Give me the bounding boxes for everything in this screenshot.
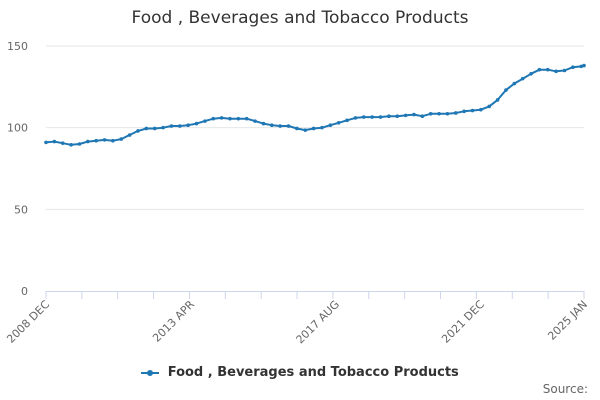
data-point: [387, 114, 391, 119]
series-layer: [44, 63, 586, 147]
data-point: [479, 107, 483, 112]
data-point: [428, 111, 433, 116]
data-point: [462, 109, 466, 114]
data-point: [403, 113, 408, 118]
data-point: [336, 120, 341, 125]
data-point: [504, 88, 508, 92]
x-tick-label: 2013 APR: [150, 298, 197, 345]
data-point: [487, 104, 492, 109]
data-point: [412, 112, 416, 117]
data-point: [111, 138, 115, 143]
x-tick-label: 2008 DEC: [4, 298, 52, 346]
data-point: [86, 139, 90, 144]
data-point: [144, 126, 149, 131]
data-point: [361, 115, 366, 119]
x-tick-label: 2017 AUG: [294, 298, 343, 347]
data-point: [529, 71, 533, 76]
data-point: [152, 126, 157, 131]
data-point: [136, 129, 140, 133]
data-point: [161, 125, 165, 130]
data-point: [169, 124, 174, 128]
data-point: [119, 137, 124, 141]
chart-title: Food , Beverages and Tobacco Products: [131, 8, 469, 28]
data-point: [286, 124, 291, 128]
data-point: [278, 124, 282, 128]
data-point: [211, 116, 216, 121]
data-point: [69, 143, 73, 147]
data-point: [470, 108, 475, 113]
data-point: [445, 111, 450, 116]
data-point: [353, 116, 358, 120]
data-point: [194, 121, 199, 126]
y-tick-label: 0: [21, 285, 28, 298]
data-point: [127, 133, 132, 137]
data-point: [420, 114, 425, 119]
data-point: [228, 116, 232, 121]
data-point: [437, 111, 441, 116]
data-point: [378, 115, 383, 119]
x-tick-label: 2025 JAN: [545, 298, 590, 343]
y-tick-label: 150: [7, 40, 28, 53]
data-point: [328, 123, 333, 128]
data-point: [303, 128, 308, 132]
data-point: [571, 65, 575, 70]
data-point: [495, 98, 500, 102]
data-point: [77, 142, 82, 146]
data-point: [203, 119, 207, 123]
data-point: [562, 68, 567, 73]
data-point: [236, 116, 241, 121]
data-point: [102, 138, 107, 142]
series-line: [45, 64, 585, 146]
legend-label: Food , Beverages and Tobacco Products: [167, 365, 459, 380]
data-point: [579, 64, 584, 69]
data-point: [186, 123, 190, 128]
data-point: [453, 111, 458, 115]
data-point: [345, 118, 349, 123]
data-point: [52, 139, 57, 144]
data-point: [545, 67, 550, 72]
source-label: Source:: [542, 382, 588, 396]
y-tick-label: 50: [14, 203, 28, 216]
y-axis: 0 50 100 150: [7, 40, 28, 298]
data-point: [554, 69, 558, 74]
data-point: [582, 63, 586, 68]
legend-marker-icon: [141, 368, 160, 378]
data-point: [60, 141, 65, 145]
data-point: [44, 140, 48, 145]
data-point: [219, 116, 224, 120]
data-point: [261, 121, 266, 126]
data-point: [244, 116, 249, 121]
data-point: [253, 119, 257, 123]
x-tick-label: 2021 DEC: [439, 298, 487, 346]
data-point: [178, 124, 182, 128]
data-point: [311, 126, 316, 131]
data-point: [395, 114, 400, 119]
legend[interactable]: Food , Beverages and Tobacco Products: [0, 365, 600, 380]
data-point: [512, 81, 517, 86]
data-point: [370, 115, 374, 119]
data-point: [537, 67, 542, 72]
data-point: [320, 125, 324, 130]
data-point: [520, 76, 525, 81]
x-axis: 2008 DEC 2013 APR 2017 AUG 2021 DEC 2025 JAN: [4, 291, 590, 346]
data-point: [94, 138, 98, 143]
data-point: [269, 123, 274, 128]
data-point: [295, 126, 299, 131]
y-tick-label: 100: [7, 122, 28, 135]
